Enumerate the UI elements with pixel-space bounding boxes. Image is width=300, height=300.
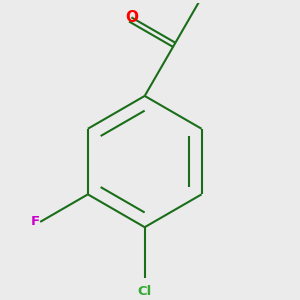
Text: O: O xyxy=(125,10,138,25)
Text: F: F xyxy=(31,215,40,228)
Text: Cl: Cl xyxy=(138,285,152,298)
